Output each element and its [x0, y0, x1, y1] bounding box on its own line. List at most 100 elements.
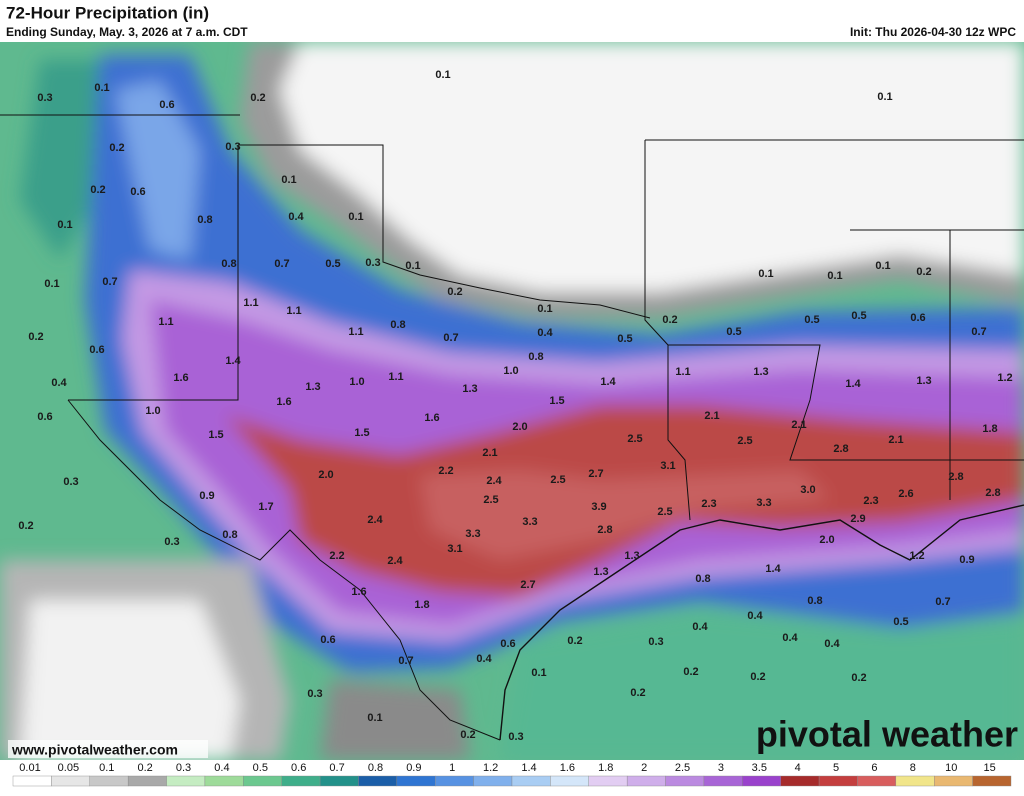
colorbar-label: 15: [983, 762, 995, 774]
colorbar-swatch: [588, 775, 628, 787]
colorbar-label: 0.6: [291, 762, 306, 774]
point-value: 2.1: [482, 447, 497, 459]
point-value: 0.4: [476, 653, 492, 665]
point-value: 1.3: [753, 366, 768, 378]
colorbar-swatch: [818, 775, 858, 787]
point-value: 3.3: [756, 497, 771, 509]
point-value: 1.8: [982, 423, 997, 435]
colorbar-label: 0.3: [176, 762, 191, 774]
point-value: 0.1: [348, 211, 363, 223]
point-value: 0.1: [531, 667, 546, 679]
point-value: 3.1: [660, 460, 675, 472]
point-value: 0.2: [109, 142, 124, 154]
point-value: 3.0: [800, 484, 815, 496]
point-value: 1.6: [424, 412, 439, 424]
point-value: 0.1: [405, 260, 420, 272]
point-value: 0.7: [274, 258, 289, 270]
point-value: 2.3: [701, 498, 716, 510]
colorbar-label: 3: [718, 762, 724, 774]
point-value: 0.2: [750, 671, 765, 683]
point-value: 0.1: [281, 174, 296, 186]
colorbar-label: 0.4: [214, 762, 229, 774]
point-value: 1.1: [286, 305, 301, 317]
colorbar-label: 0.01: [19, 762, 40, 774]
point-value: 1.3: [593, 566, 608, 578]
point-value: 2.4: [367, 514, 383, 526]
colorbar-swatch: [396, 775, 436, 787]
point-value: 0.4: [51, 377, 67, 389]
point-value: 0.2: [916, 266, 931, 278]
point-value: 0.6: [89, 344, 104, 356]
point-value: 1.1: [388, 371, 403, 383]
colorbar-label: 1.8: [598, 762, 613, 774]
point-value: 2.5: [627, 433, 642, 445]
point-value: 0.4: [782, 632, 798, 644]
point-value: 2.4: [387, 555, 403, 567]
colorbar-label: 0.5: [253, 762, 268, 774]
point-value: 1.2: [997, 372, 1012, 384]
point-value: 0.1: [57, 219, 72, 231]
point-value: 0.5: [617, 333, 632, 345]
point-value: 2.1: [888, 434, 903, 446]
colorbar-swatch: [243, 775, 282, 787]
point-value: 0.2: [447, 286, 462, 298]
point-value: 0.3: [508, 731, 523, 743]
colorbar-swatch: [857, 775, 897, 787]
point-value: 0.3: [37, 92, 52, 104]
subtitle: Ending Sunday, May. 3, 2026 at 7 a.m. CD…: [6, 25, 248, 39]
colorbar-label: 0.7: [329, 762, 344, 774]
point-value: 0.4: [288, 211, 304, 223]
point-value: 2.0: [819, 534, 834, 546]
point-value: 1.5: [208, 429, 223, 441]
colorbar-label: 0.05: [58, 762, 79, 774]
point-value: 1.3: [305, 381, 320, 393]
colorbar-swatch: [972, 775, 1012, 787]
point-value: 0.1: [758, 268, 773, 280]
point-value: 1.6: [351, 586, 366, 598]
colorbar-label: 10: [945, 762, 957, 774]
point-value: 0.9: [199, 490, 214, 502]
colorbar-swatch: [511, 775, 551, 787]
point-value: 2.3: [863, 495, 878, 507]
state-lines: [0, 114, 1024, 741]
point-value: 0.1: [435, 69, 450, 81]
point-value: 0.4: [747, 610, 763, 622]
colorbar-label: 8: [910, 762, 916, 774]
point-value: 0.2: [28, 331, 43, 343]
point-value: 2.0: [512, 421, 527, 433]
point-value: 2.0: [318, 469, 333, 481]
point-value: 0.7: [443, 332, 458, 344]
point-value: 3.9: [591, 501, 606, 513]
colorbar-label: 1: [449, 762, 455, 774]
point-value: 1.1: [675, 366, 690, 378]
point-value: 0.4: [824, 638, 840, 650]
colorbar-label: 2.5: [675, 762, 690, 774]
point-value: 0.1: [877, 91, 892, 103]
point-value: 1.3: [462, 383, 477, 395]
point-value: 0.7: [398, 655, 413, 667]
point-value: 0.2: [18, 520, 33, 532]
point-value: 1.0: [349, 376, 364, 388]
point-value: 2.1: [704, 410, 719, 422]
point-value: 0.5: [851, 310, 866, 322]
point-value: 0.2: [630, 687, 645, 699]
point-value: 0.6: [500, 638, 515, 650]
point-value: 1.4: [845, 378, 861, 390]
colorbar: 0.01 0.05 0.1 0.2 0.3 0.4 0.5 0.6 0.7 0.8 0.9 1 1.2 1…: [12, 762, 1012, 787]
point-value: 0.2: [851, 672, 866, 684]
boundaries: [0, 114, 1024, 741]
point-value: 0.6: [320, 634, 335, 646]
colorbar-swatch: [703, 775, 743, 787]
point-value: 1.1: [348, 326, 363, 338]
point-value: 2.9: [850, 513, 865, 525]
point-value: 2.5: [737, 435, 752, 447]
website-bg: [8, 740, 208, 758]
point-value: 2.5: [550, 474, 565, 486]
point-value: 3.3: [465, 528, 480, 540]
point-value: 0.1: [537, 303, 552, 315]
point-value: 2.2: [438, 465, 453, 477]
colorbar-label: 1.4: [521, 762, 536, 774]
point-value: 0.8: [528, 351, 543, 363]
point-value: 0.1: [94, 82, 109, 94]
